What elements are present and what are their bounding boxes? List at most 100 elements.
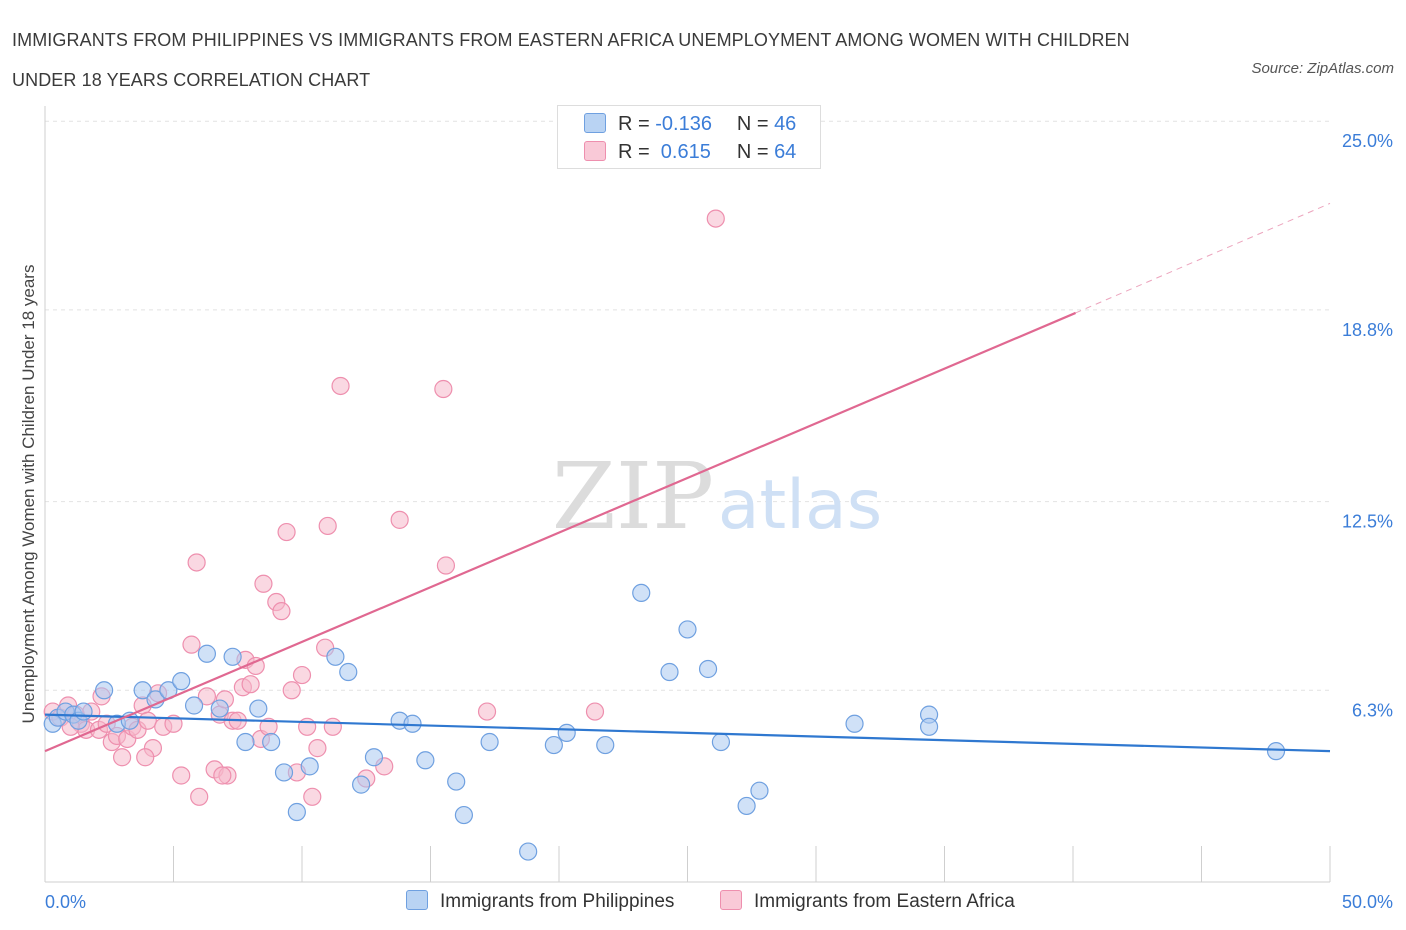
legend-row-philippines: R = -0.136 N = 46: [584, 111, 796, 137]
x-tick-max: 50.0%: [1342, 892, 1393, 912]
data-point: [711, 732, 731, 752]
axis-layer: [44, 106, 1331, 883]
data-point: [241, 675, 260, 694]
trend-line-eastern-africa-extension: [1075, 202, 1331, 314]
data-point: [632, 583, 651, 603]
y-axis-label: Unemployment Among Women with Children U…: [19, 265, 38, 724]
data-point: [172, 672, 191, 691]
data-point: [480, 732, 499, 752]
data-point: [678, 620, 697, 639]
bottom-legend-philippines: Immigrants from Philippines: [406, 888, 674, 916]
data-point: [364, 748, 384, 767]
data-point: [660, 662, 679, 682]
data-point: [352, 775, 371, 794]
data-point: [434, 379, 453, 399]
data-point: [416, 751, 435, 770]
legend-row-eastern-africa: R = 0.615 N = 64: [584, 139, 796, 165]
data-point: [187, 553, 206, 572]
data-point: [292, 665, 312, 685]
legend-r-label: R =: [618, 113, 650, 135]
data-point: [750, 781, 769, 800]
data-point: [236, 732, 255, 752]
data-point: [454, 805, 474, 825]
data-point: [112, 748, 132, 767]
data-point: [262, 732, 281, 752]
data-point: [164, 714, 183, 733]
watermark-atlas: atlas: [718, 466, 882, 545]
bottom-legend-label-philippines: Immigrants from Philippines: [440, 891, 675, 912]
data-point: [585, 702, 605, 721]
legend-r-value: 0.615: [655, 141, 711, 163]
data-point: [272, 602, 291, 621]
legend-n-value: 46: [774, 113, 797, 135]
data-point: [274, 763, 294, 782]
watermark-zip: ZIP: [552, 443, 714, 550]
data-point: [197, 644, 217, 663]
data-point: [197, 687, 217, 706]
data-point: [477, 702, 497, 721]
bottom-legend-label-eastern-africa: Immigrants from Eastern Africa: [754, 891, 1015, 912]
correlation-legend: R = -0.136 N = 46 R = 0.615 N = 64: [557, 105, 821, 169]
data-point: [706, 209, 725, 228]
data-point: [323, 717, 342, 736]
y-tick-label-0: 6.3%: [1352, 700, 1393, 720]
data-point: [318, 516, 337, 536]
data-point: [74, 702, 93, 721]
data-point: [303, 787, 322, 806]
watermark: ZIP atlas: [552, 443, 882, 550]
y-tick-label-3: 25.0%: [1342, 131, 1393, 151]
trend-layer: [44, 202, 1331, 753]
data-point: [339, 662, 358, 682]
legend-n-value: 64: [774, 141, 797, 163]
bottom-legend-eastern-africa: Immigrants from Eastern Africa: [720, 888, 1015, 916]
data-point: [287, 802, 306, 822]
legend-n-label: N =: [736, 141, 769, 163]
data-point: [300, 757, 319, 776]
y-tick-label-2: 18.8%: [1342, 320, 1393, 340]
legend-swatch-pink: [584, 141, 606, 161]
data-point: [133, 681, 152, 700]
data-point: [403, 714, 422, 733]
data-point: [390, 510, 409, 529]
data-point: [190, 787, 209, 806]
data-point: [326, 647, 345, 666]
trend-line-eastern-africa: [44, 311, 1077, 753]
grid-layer: [45, 120, 1330, 691]
data-point: [308, 739, 327, 758]
data-point: [557, 723, 576, 742]
data-point: [182, 635, 201, 654]
data-point: [519, 842, 538, 861]
data-point: [172, 766, 191, 785]
bottom-legend-swatch-pink: [720, 890, 742, 910]
data-point: [249, 699, 268, 718]
trend-line-philippines: [44, 713, 1331, 753]
data-point: [138, 711, 157, 730]
x-tick-min: 0.0%: [45, 892, 86, 912]
data-point: [254, 574, 273, 593]
data-point: [919, 717, 939, 736]
data-point: [447, 772, 466, 791]
data-point: [544, 735, 563, 755]
bottom-legend-swatch-blue: [406, 890, 428, 910]
data-point: [331, 376, 350, 396]
data-point: [136, 748, 155, 767]
data-point: [845, 714, 864, 733]
tick-labels: 6.3% 12.5% 18.8% 25.0%: [1342, 131, 1393, 720]
data-point: [596, 735, 615, 755]
legend-r-value: -0.136: [655, 113, 712, 135]
chart-title: IMMIGRANTS FROM PHILIPPINES VS IMMIGRANT…: [12, 30, 1130, 90]
legend-swatch-blue: [584, 113, 606, 133]
data-point: [213, 766, 232, 785]
points-eastern-africa: [43, 209, 725, 806]
legend-n-label: N =: [736, 113, 769, 135]
data-point: [210, 699, 229, 718]
source-label: Source: ZipAtlas.com: [1251, 60, 1394, 77]
data-point: [277, 522, 296, 542]
legend-r-label: R =: [618, 141, 650, 163]
data-point: [737, 796, 756, 816]
data-point: [223, 647, 242, 666]
data-point: [282, 681, 301, 700]
y-tick-label-1: 12.5%: [1342, 512, 1393, 532]
data-point: [1266, 742, 1286, 761]
